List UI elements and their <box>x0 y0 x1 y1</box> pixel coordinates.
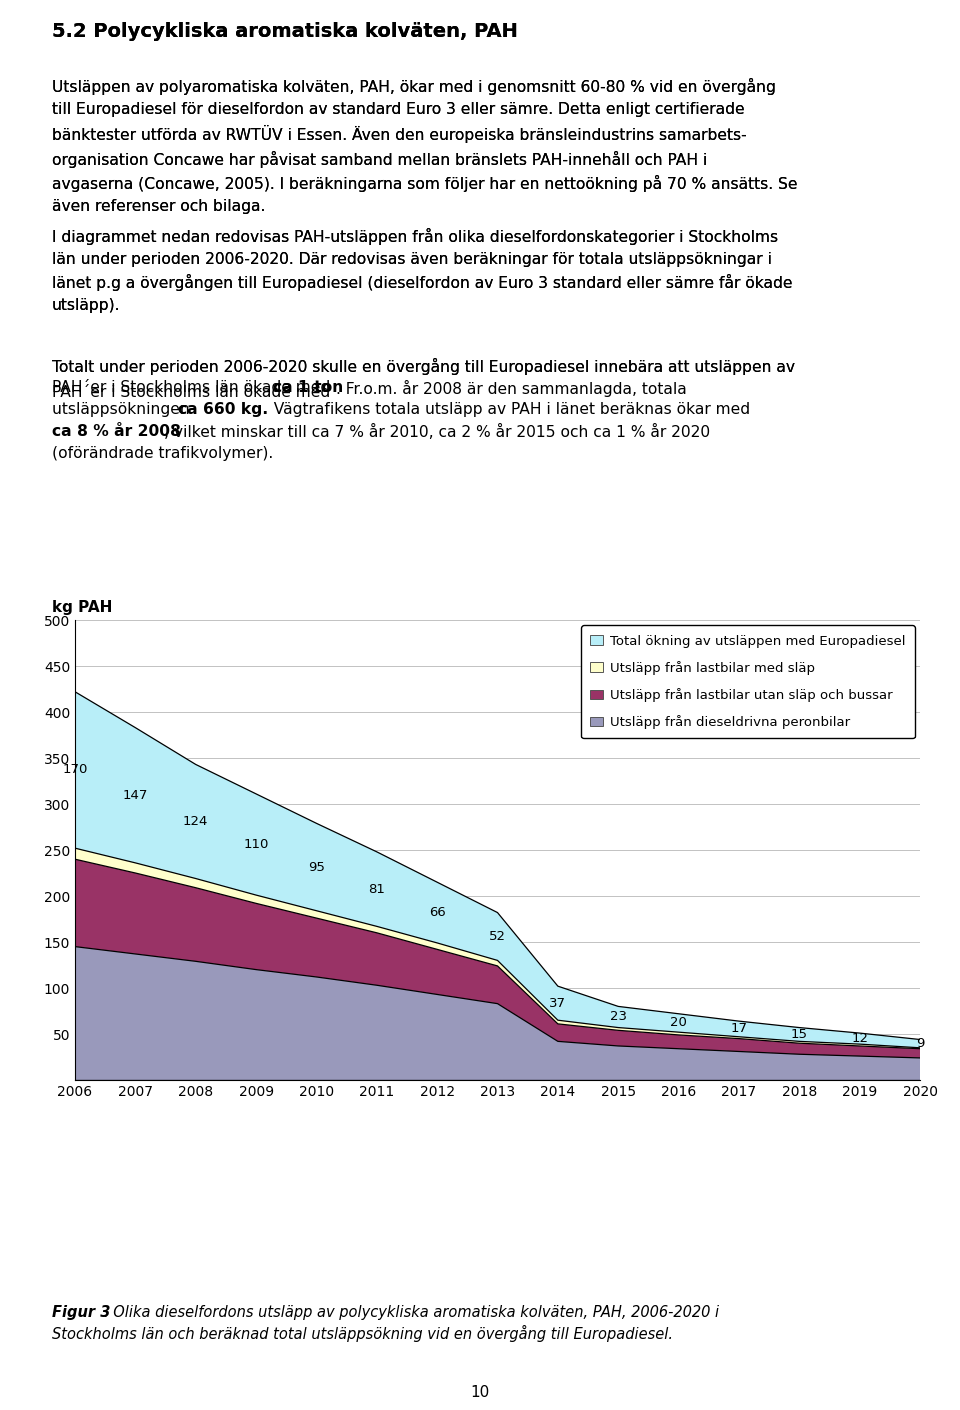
Text: 23: 23 <box>610 1011 627 1024</box>
Text: I diagrammet nedan redovisas PAH-utsläppen från olika dieselfordonskategorier i : I diagrammet nedan redovisas PAH-utsläpp… <box>52 228 793 313</box>
Text: 52: 52 <box>489 931 506 943</box>
Text: Utsläppen av polyaromatiska kolväten, PAH, ökar med i genomsnitt 60-80 % vid en : Utsläppen av polyaromatiska kolväten, PA… <box>52 78 798 214</box>
Text: 9: 9 <box>916 1038 924 1050</box>
Text: PAH´er i Stockholms län ökade med: PAH´er i Stockholms län ökade med <box>52 381 335 395</box>
Text: 10: 10 <box>470 1385 490 1400</box>
Text: 20: 20 <box>670 1017 687 1029</box>
Text: 110: 110 <box>244 838 269 852</box>
Text: , vilket minskar till ca 7 % år 2010, ca 2 % år 2015 och ca 1 % år 2020: , vilket minskar till ca 7 % år 2010, ca… <box>164 424 710 440</box>
Text: 5.2 Polycykliska aromatiska kolväten, PAH: 5.2 Polycykliska aromatiska kolväten, PA… <box>52 23 517 41</box>
Text: 81: 81 <box>369 883 385 895</box>
Text: Utsläppen av polyaromatiska kolväten, PAH, ökar med i genomsnitt 60-80 % vid en : Utsläppen av polyaromatiska kolväten, PA… <box>52 78 798 214</box>
Text: 66: 66 <box>429 907 445 919</box>
Text: Stockholms län och beräknad total utsläppsökning vid en övergång till Europadies: Stockholms län och beräknad total utsläp… <box>52 1325 673 1342</box>
Text: 15: 15 <box>791 1028 807 1041</box>
Text: PAH´er i Stockholms län ökade med: PAH´er i Stockholms län ökade med <box>52 385 335 400</box>
Text: 17: 17 <box>731 1022 748 1035</box>
Text: Vägtrafikens totala utsläpp av PAH i länet beräknas ökar med: Vägtrafikens totala utsläpp av PAH i län… <box>264 402 750 417</box>
Text: (oförändrade trafikvolymer).: (oförändrade trafikvolymer). <box>52 446 274 461</box>
Text: ca 660 kg.: ca 660 kg. <box>178 402 268 417</box>
Text: 12: 12 <box>852 1032 868 1045</box>
Text: 147: 147 <box>123 788 148 802</box>
Text: 124: 124 <box>183 815 208 828</box>
Text: I diagrammet nedan redovisas PAH-utsläppen från olika dieselfordonskategorier i : I diagrammet nedan redovisas PAH-utsläpp… <box>52 228 792 313</box>
Text: ca 1 ton: ca 1 ton <box>273 381 344 395</box>
Text: Figur 3: Figur 3 <box>52 1306 110 1320</box>
Text: utsläppsökningen: utsläppsökningen <box>52 402 195 417</box>
Text: 95: 95 <box>308 860 324 874</box>
Text: 37: 37 <box>549 997 566 1010</box>
Text: 170: 170 <box>62 763 87 777</box>
Legend: Total ökning av utsläppen med Europadiesel, Utsläpp från lastbilar med släp, Uts: Total ökning av utsläppen med Europadies… <box>581 625 915 739</box>
Text: kg PAH: kg PAH <box>52 601 112 615</box>
Text: . Olika dieselfordons utsläpp av polycykliska aromatiska kolväten, PAH, 2006-202: . Olika dieselfordons utsläpp av polycyk… <box>104 1306 719 1320</box>
Text: ca 8 % år 2008: ca 8 % år 2008 <box>52 424 180 439</box>
Text: 5.2 Polycykliska aromatiska kolväten, PAH: 5.2 Polycykliska aromatiska kolväten, PA… <box>52 23 517 41</box>
Text: . Fr.o.m. år 2008 är den sammanlagda, totala: . Fr.o.m. år 2008 är den sammanlagda, to… <box>336 381 686 398</box>
Text: Totalt under perioden 2006-2020 skulle en övergång till Europadiesel innebära at: Totalt under perioden 2006-2020 skulle e… <box>52 358 795 375</box>
Text: Totalt under perioden 2006-2020 skulle en övergång till Europadiesel innebära at: Totalt under perioden 2006-2020 skulle e… <box>52 358 795 375</box>
